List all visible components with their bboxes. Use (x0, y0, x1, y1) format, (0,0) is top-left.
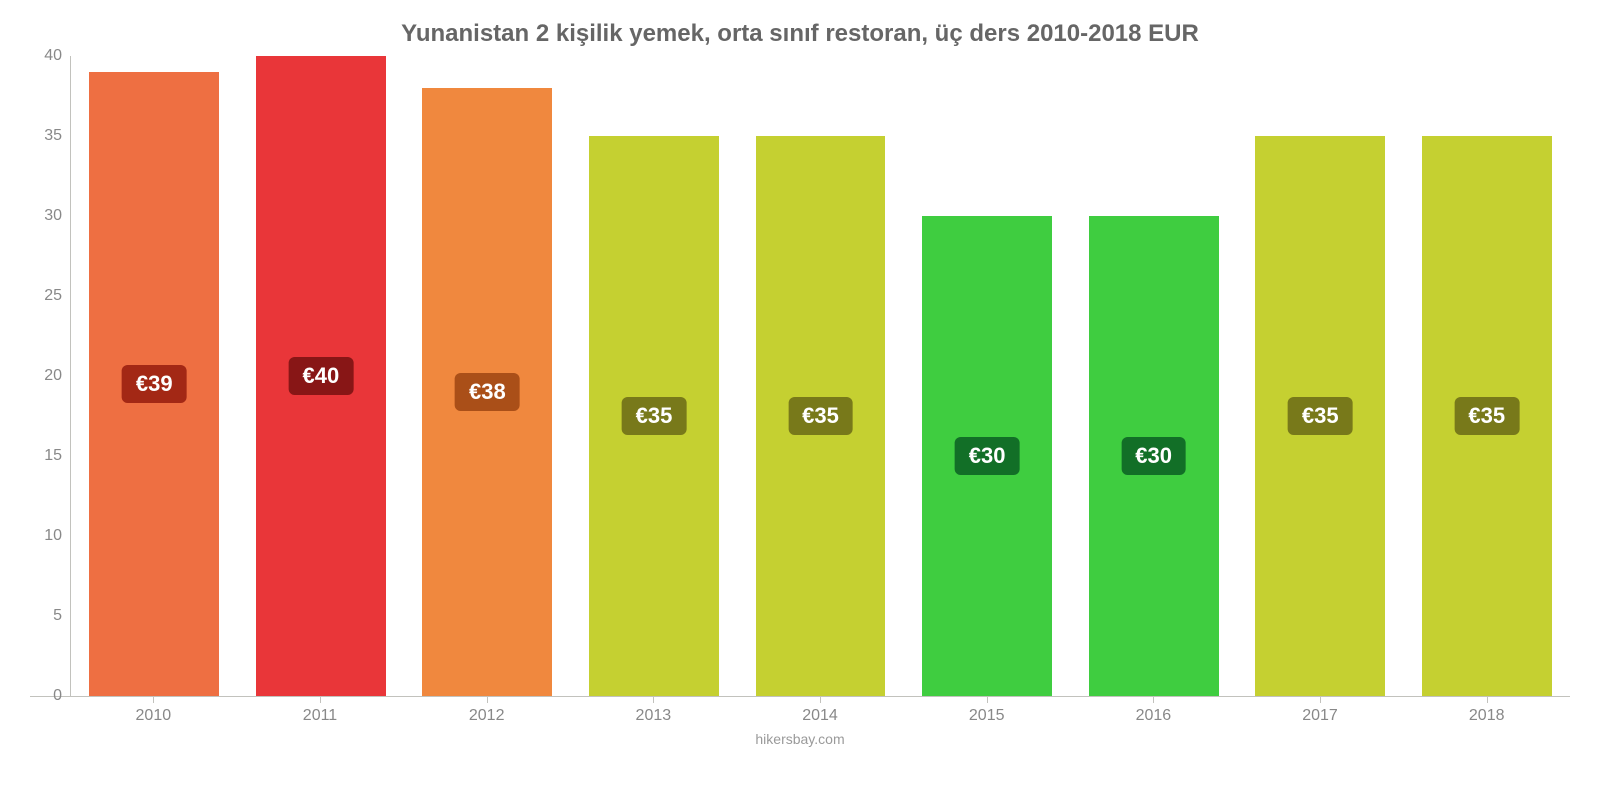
y-tick-label: 15 (44, 447, 62, 465)
x-tick-label: 2012 (403, 697, 570, 725)
bar-value-label: €35 (1288, 397, 1353, 435)
chart-title: Yunanistan 2 kişilik yemek, orta sınıf r… (30, 20, 1570, 48)
bar-slot: €40 (238, 56, 405, 696)
x-tick-label: 2017 (1237, 697, 1404, 725)
bar-value-label: €39 (122, 365, 187, 403)
bar-value-label: €35 (1454, 397, 1519, 435)
bar-slot: €35 (1237, 56, 1404, 696)
y-tick-label: 5 (53, 607, 62, 625)
bar: €30 (1089, 216, 1219, 696)
bar: €39 (89, 72, 219, 696)
x-tick-label: 2016 (1070, 697, 1237, 725)
y-tick-label: 35 (44, 127, 62, 145)
bar-value-label: €35 (622, 397, 687, 435)
y-tick-label: 0 (53, 687, 62, 705)
bar-slot: €35 (737, 56, 904, 696)
bar-slot: €30 (1070, 56, 1237, 696)
y-tick-label: 25 (44, 287, 62, 305)
bar: €35 (589, 136, 719, 696)
x-tick-label: 2011 (237, 697, 404, 725)
bar: €35 (756, 136, 886, 696)
bar: €35 (1422, 136, 1552, 696)
bar: €38 (422, 88, 552, 696)
bar-value-label: €35 (788, 397, 853, 435)
x-tick-label: 2018 (1403, 697, 1570, 725)
y-axis: 0510152025303540 (30, 56, 70, 696)
y-tick-label: 20 (44, 367, 62, 385)
plot-inner: €39 €40 €38 €35 €35 €30 €30 €35 €35 (70, 56, 1570, 696)
y-tick-label: 30 (44, 207, 62, 225)
bar-slot: €30 (904, 56, 1071, 696)
bar: €40 (256, 56, 386, 696)
y-tick-label: 10 (44, 527, 62, 545)
bar-slot: €39 (71, 56, 238, 696)
credit-text: hikersbay.com (30, 731, 1570, 747)
y-tick-label: 40 (44, 47, 62, 65)
chart-container: Yunanistan 2 kişilik yemek, orta sınıf r… (0, 0, 1600, 800)
bar-slot: €35 (1404, 56, 1571, 696)
bar: €35 (1255, 136, 1385, 696)
x-tick-label: 2014 (737, 697, 904, 725)
plot-area: 0510152025303540 €39€40€38€35€35€30€30€3… (30, 56, 1570, 696)
bar-value-label: €30 (955, 437, 1020, 475)
x-tick-label: 2013 (570, 697, 737, 725)
bar-slot: €38 (404, 56, 571, 696)
x-axis-labels: 201020112012201320142015201620172018 (70, 697, 1570, 725)
x-axis-spacer (30, 697, 70, 725)
x-axis: 201020112012201320142015201620172018 (30, 696, 1570, 725)
x-tick-label: 2010 (70, 697, 237, 725)
bar-value-label: €30 (1121, 437, 1186, 475)
bar-value-label: €38 (455, 373, 520, 411)
x-tick-label: 2015 (903, 697, 1070, 725)
bars-group: €39 €40 €38 €35 €35 €30 €30 €35 €35 (71, 56, 1570, 696)
bar: €30 (922, 216, 1052, 696)
bar-value-label: €40 (288, 357, 353, 395)
bar-slot: €35 (571, 56, 738, 696)
